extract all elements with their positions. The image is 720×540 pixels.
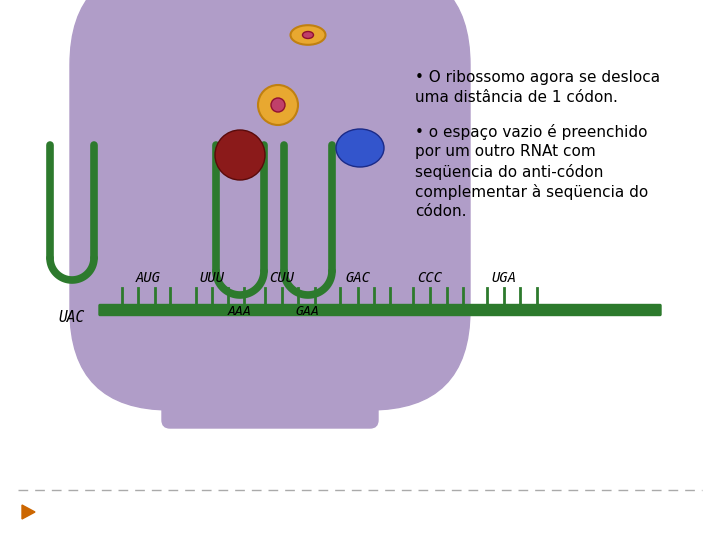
FancyBboxPatch shape — [70, 0, 470, 410]
Text: UAC: UAC — [59, 310, 85, 325]
Ellipse shape — [302, 31, 313, 38]
Text: • O ribossomo agora se desloca: • O ribossomo agora se desloca — [415, 70, 660, 85]
Text: códon.: códon. — [415, 204, 467, 219]
Text: GAC: GAC — [346, 271, 371, 285]
Ellipse shape — [290, 25, 325, 45]
Text: CCC: CCC — [418, 271, 443, 285]
Text: UGA: UGA — [492, 271, 516, 285]
Text: UUU: UUU — [199, 271, 225, 285]
Ellipse shape — [336, 129, 384, 167]
Text: seqüencia do anti-códon: seqüencia do anti-códon — [415, 164, 603, 180]
Circle shape — [215, 130, 265, 180]
Text: AAA: AAA — [228, 305, 252, 318]
Text: uma distância de 1 códon.: uma distância de 1 códon. — [415, 90, 618, 105]
Text: GAA: GAA — [296, 305, 320, 318]
Polygon shape — [22, 505, 35, 519]
Text: • o espaço vazio é preenchido: • o espaço vazio é preenchido — [415, 124, 647, 140]
Text: complementar à seqüencia do: complementar à seqüencia do — [415, 184, 648, 200]
Circle shape — [271, 98, 285, 112]
Text: CUU: CUU — [269, 271, 294, 285]
Circle shape — [258, 85, 298, 125]
FancyBboxPatch shape — [162, 302, 378, 428]
FancyBboxPatch shape — [99, 305, 661, 315]
Text: AUG: AUG — [135, 271, 161, 285]
Text: por um outro RNAt com: por um outro RNAt com — [415, 144, 595, 159]
